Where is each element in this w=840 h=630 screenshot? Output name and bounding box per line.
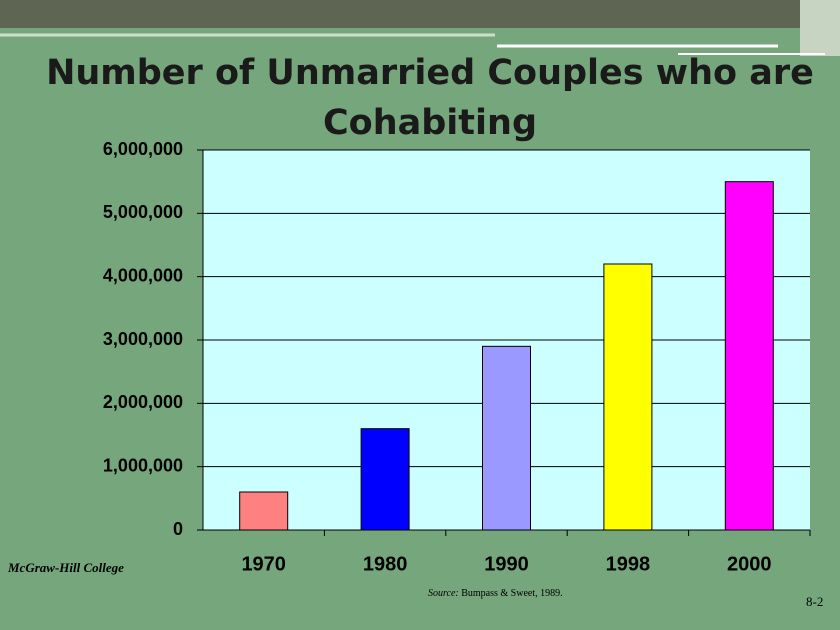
y-tick-label: 6,000,000 (103, 139, 183, 159)
corner-decor (800, 0, 840, 56)
y-tick-label: 3,000,000 (103, 329, 183, 349)
bar (603, 263, 653, 531)
y-tick-label: 5,000,000 (103, 202, 183, 222)
top-band (0, 0, 840, 28)
y-tick-label: 4,000,000 (103, 265, 183, 285)
source-label: Source: (428, 588, 459, 599)
y-tick-label: 2,000,000 (103, 392, 183, 412)
slide-number: 8-2 (806, 594, 824, 609)
x-tick-label: 1970 (241, 553, 286, 575)
y-tick-label: 1,000,000 (103, 455, 183, 475)
bar (360, 428, 410, 531)
source: Source: Bumpass & Sweet, 1989. (428, 588, 563, 599)
x-tick-label: 1990 (484, 553, 529, 575)
bar (482, 345, 531, 531)
publisher: McGraw-Hill College (8, 560, 124, 575)
y-tick-label: 0 (173, 519, 183, 539)
x-tick-label: 2000 (727, 553, 772, 575)
x-tick-label: 1980 (363, 553, 408, 575)
bar (724, 181, 774, 531)
bar (239, 491, 289, 531)
chart-title: Number of Unmarried Couples who are Coha… (46, 53, 814, 143)
x-tick-label: 1998 (606, 553, 651, 575)
source-text: Bumpass & Sweet, 1989. (461, 588, 563, 599)
